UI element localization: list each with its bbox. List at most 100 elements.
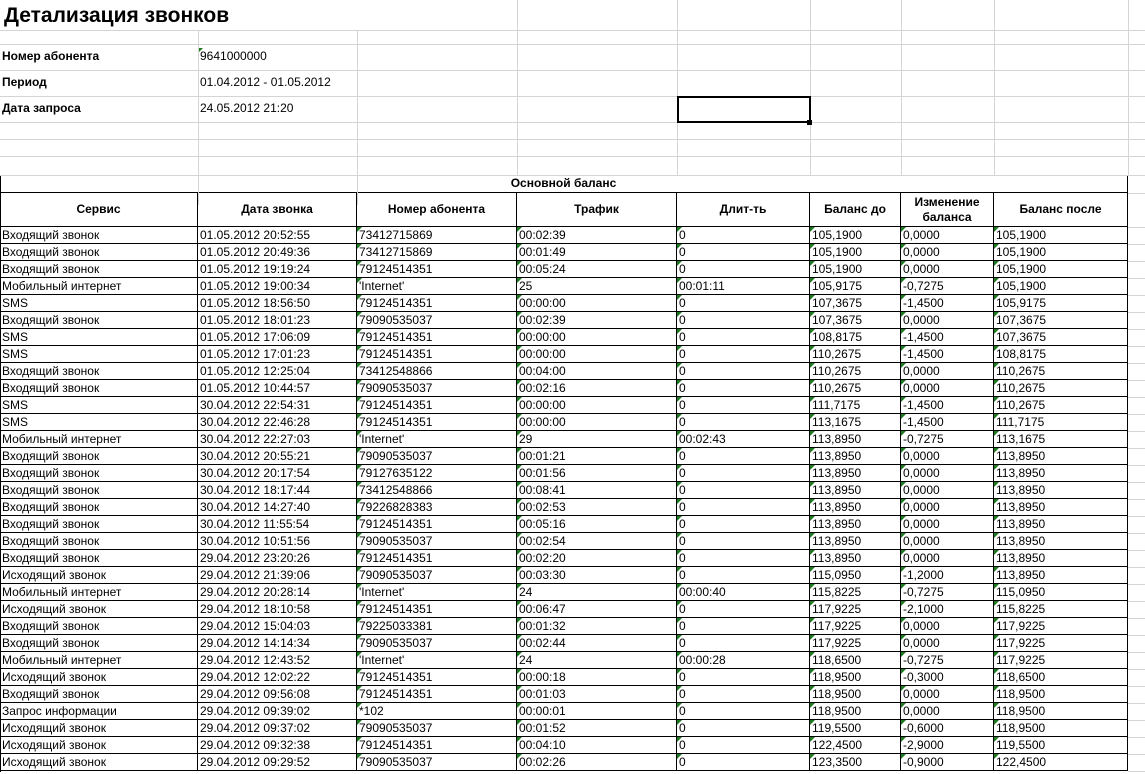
table-cell: 00:02:20 <box>517 550 677 567</box>
grid-line <box>1128 635 1145 636</box>
table-cell: 25 <box>517 278 677 295</box>
grid-line <box>1128 397 1145 398</box>
table-cell: 118,6500 <box>994 669 1128 686</box>
table-cell: 29.04.2012 18:10:58 <box>198 601 357 618</box>
grid-line <box>1128 686 1145 687</box>
table-cell: 108,8175 <box>994 346 1128 363</box>
table-cell: SMS <box>0 397 198 414</box>
field-value: 01.04.2012 - 01.05.2012 <box>200 75 331 89</box>
table-cell: SMS <box>0 414 198 431</box>
table-cell: 00:03:30 <box>517 567 677 584</box>
selected-cell[interactable] <box>677 96 811 123</box>
table-cell: 0 <box>677 516 810 533</box>
table-cell: 115,8225 <box>994 601 1128 618</box>
table-cell: 115,0950 <box>994 584 1128 601</box>
table-cell: 113,8950 <box>994 533 1128 550</box>
table-cell: 73412548866 <box>357 482 517 499</box>
table-cell: 117,9225 <box>810 618 901 635</box>
table-cell: Входящий звонок <box>0 363 198 380</box>
table-cell: 29.04.2012 21:39:06 <box>198 567 357 584</box>
field-label: Дата запроса <box>2 101 81 115</box>
table-cell: -1,4500 <box>901 414 994 431</box>
table-cell: 24 <box>517 652 677 669</box>
fill-handle[interactable] <box>807 120 812 125</box>
grid-line <box>1128 0 1129 175</box>
grid-line <box>677 0 678 175</box>
table-cell: 105,9175 <box>994 295 1128 312</box>
table-cell: Входящий звонок <box>0 244 198 261</box>
grid-line <box>901 0 902 175</box>
table-cell: 118,9500 <box>810 703 901 720</box>
table-cell: 79090535037 <box>357 635 517 652</box>
table-cell: 0,0000 <box>901 482 994 499</box>
table-cell: 113,8950 <box>994 482 1128 499</box>
grid-line <box>1128 533 1145 534</box>
table-cell: 01.05.2012 20:52:55 <box>198 227 357 244</box>
table-cell: Входящий звонок <box>0 516 198 533</box>
table-cell: 00:02:53 <box>517 499 677 516</box>
table-cell: 113,8950 <box>994 550 1128 567</box>
table-cell: 29.04.2012 09:29:52 <box>198 754 357 771</box>
table-cell: 0 <box>677 244 810 261</box>
table-cell: 0,0000 <box>901 499 994 516</box>
table-cell: 0,0000 <box>901 635 994 652</box>
table-cell: 0 <box>677 754 810 771</box>
table-cell: 0,0000 <box>901 380 994 397</box>
table-cell: 'Internet' <box>357 584 517 601</box>
table-cell: 0 <box>677 533 810 550</box>
table-cell: 113,8950 <box>810 465 901 482</box>
column-header: Баланс после <box>994 193 1128 227</box>
table-cell: -1,4500 <box>901 397 994 414</box>
table-cell: 01.05.2012 18:01:23 <box>198 312 357 329</box>
table-cell: 79124514351 <box>357 397 517 414</box>
table-cell: 118,9500 <box>994 703 1128 720</box>
grid-line <box>1128 720 1145 721</box>
table-cell: 0 <box>677 499 810 516</box>
table-cell: 113,8950 <box>994 465 1128 482</box>
table-cell: 00:02:39 <box>517 227 677 244</box>
table-cell: 01.05.2012 19:00:34 <box>198 278 357 295</box>
table-cell: 105,1900 <box>994 227 1128 244</box>
table-cell: Запрос информации <box>0 703 198 720</box>
table-cell: 0,0000 <box>901 516 994 533</box>
table-cell: 'Internet' <box>357 278 517 295</box>
table-cell: 29.04.2012 09:37:02 <box>198 720 357 737</box>
field-value: 9641000000 <box>198 48 267 63</box>
table-cell: 105,1900 <box>994 261 1128 278</box>
table-cell: 00:05:16 <box>517 516 677 533</box>
table-cell: Входящий звонок <box>0 312 198 329</box>
table-cell: 105,1900 <box>994 278 1128 295</box>
table-cell: 79124514351 <box>357 414 517 431</box>
grid-line <box>1128 346 1145 347</box>
table-cell: 00:02:54 <box>517 533 677 550</box>
table-cell: 105,1900 <box>810 244 901 261</box>
table-cell: -1,2000 <box>901 567 994 584</box>
table-cell: -0,9000 <box>901 754 994 771</box>
table-cell: 00:00:00 <box>517 346 677 363</box>
grid-line <box>1128 295 1145 296</box>
table-cell: 0,0000 <box>901 227 994 244</box>
table-cell: 01.05.2012 12:25:04 <box>198 363 357 380</box>
table-cell: 73412548866 <box>357 363 517 380</box>
table-cell: 122,4500 <box>994 754 1128 771</box>
table-cell: 30.04.2012 20:17:54 <box>198 465 357 482</box>
table-cell: Мобильный интернет <box>0 584 198 601</box>
table-cell: 'Internet' <box>357 652 517 669</box>
table-cell: 0 <box>677 363 810 380</box>
table-cell: 0 <box>677 465 810 482</box>
table-cell: Входящий звонок <box>0 533 198 550</box>
table-cell: 113,1675 <box>994 431 1128 448</box>
grid-line <box>1128 567 1145 568</box>
table-cell: 0 <box>677 550 810 567</box>
table-cell: 0,0000 <box>901 312 994 329</box>
table-cell: 29.04.2012 09:39:02 <box>198 703 357 720</box>
column-header: Длит-ть <box>677 193 810 227</box>
table-cell: Исходящий звонок <box>0 669 198 686</box>
table-cell: 79124514351 <box>357 329 517 346</box>
table-cell: 110,2675 <box>994 363 1128 380</box>
table-cell: 01.05.2012 10:44:57 <box>198 380 357 397</box>
grid-line <box>517 0 518 175</box>
table-cell: -0,7275 <box>901 431 994 448</box>
table-cell: 00:00:01 <box>517 703 677 720</box>
table-cell: 113,8950 <box>994 516 1128 533</box>
